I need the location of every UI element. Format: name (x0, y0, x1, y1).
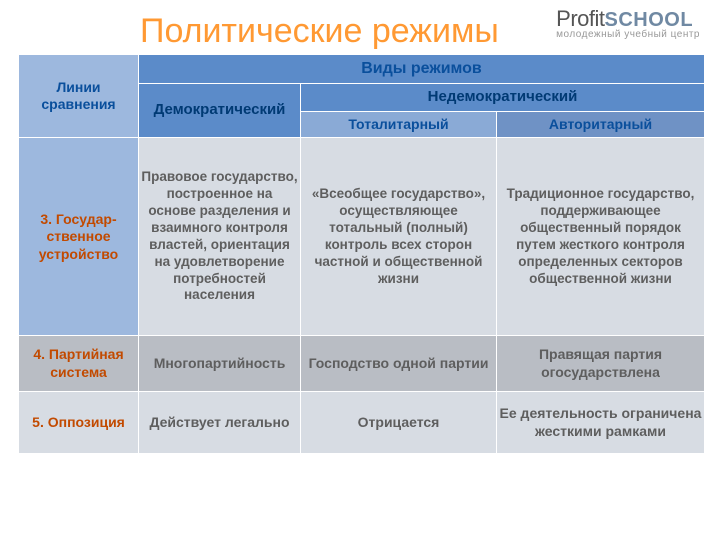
logo-part2: SCHOOL (605, 9, 694, 31)
header-democratic: Демократический (139, 84, 301, 138)
header-row-1: Линии сравнения Виды режимов (19, 55, 705, 84)
row5-label: 5. Оппозиция (19, 392, 139, 454)
page-title: Политические режимы (140, 12, 499, 51)
comparison-table: Линии сравнения Виды режимов Демократиче… (18, 54, 705, 454)
header-left: Линии сравнения (19, 55, 139, 138)
row4-totalitarian: Господство одной партии (301, 336, 497, 392)
row3-democratic: Правовое государство, построенное на осн… (139, 138, 301, 336)
logo-subtitle: молодежный учебный центр (556, 30, 700, 40)
row4-democratic: Многопартийность (139, 336, 301, 392)
row5-totalitarian: Отрицается (301, 392, 497, 454)
row3-authoritarian: Традиционное государство, поддерживающее… (497, 138, 705, 336)
row-4: 4. Партийная система Многопартийность Го… (19, 336, 705, 392)
header-totalitarian: Тоталитарный (301, 111, 497, 138)
header-regimes: Виды режимов (139, 55, 705, 84)
row3-label: 3. Государ-ственное устройство (19, 138, 139, 336)
logo-part1: Profit (556, 6, 604, 31)
row3-totalitarian: «Всеобщее государство», осуществляющее т… (301, 138, 497, 336)
row5-authoritarian: Ее деятельность ограничена жесткими рамк… (497, 392, 705, 454)
row5-democratic: Действует легально (139, 392, 301, 454)
header-nondemocratic: Недемократический (301, 84, 705, 112)
logo: ProfitSCHOOL молодежный учебный центр (556, 8, 700, 40)
header-authoritarian: Авторитарный (497, 111, 705, 138)
row4-authoritarian: Правящая партия огосударствлена (497, 336, 705, 392)
row4-label: 4. Партийная система (19, 336, 139, 392)
row-3: 3. Государ-ственное устройство Правовое … (19, 138, 705, 336)
logo-line1: ProfitSCHOOL (556, 8, 700, 30)
row-5: 5. Оппозиция Действует легально Отрицает… (19, 392, 705, 454)
